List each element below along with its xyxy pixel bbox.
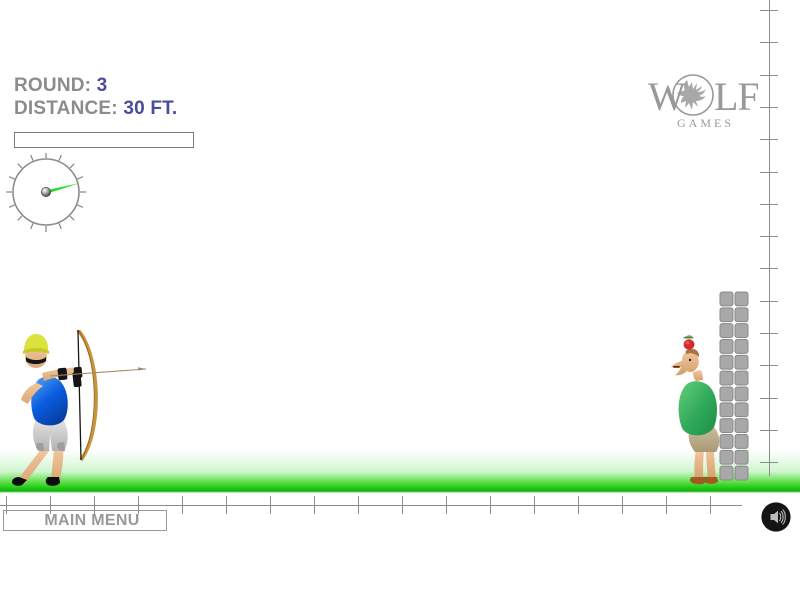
svg-text:LF: LF: [714, 74, 758, 119]
svg-text:W: W: [648, 74, 686, 119]
svg-text:GAMES: GAMES: [677, 116, 734, 130]
